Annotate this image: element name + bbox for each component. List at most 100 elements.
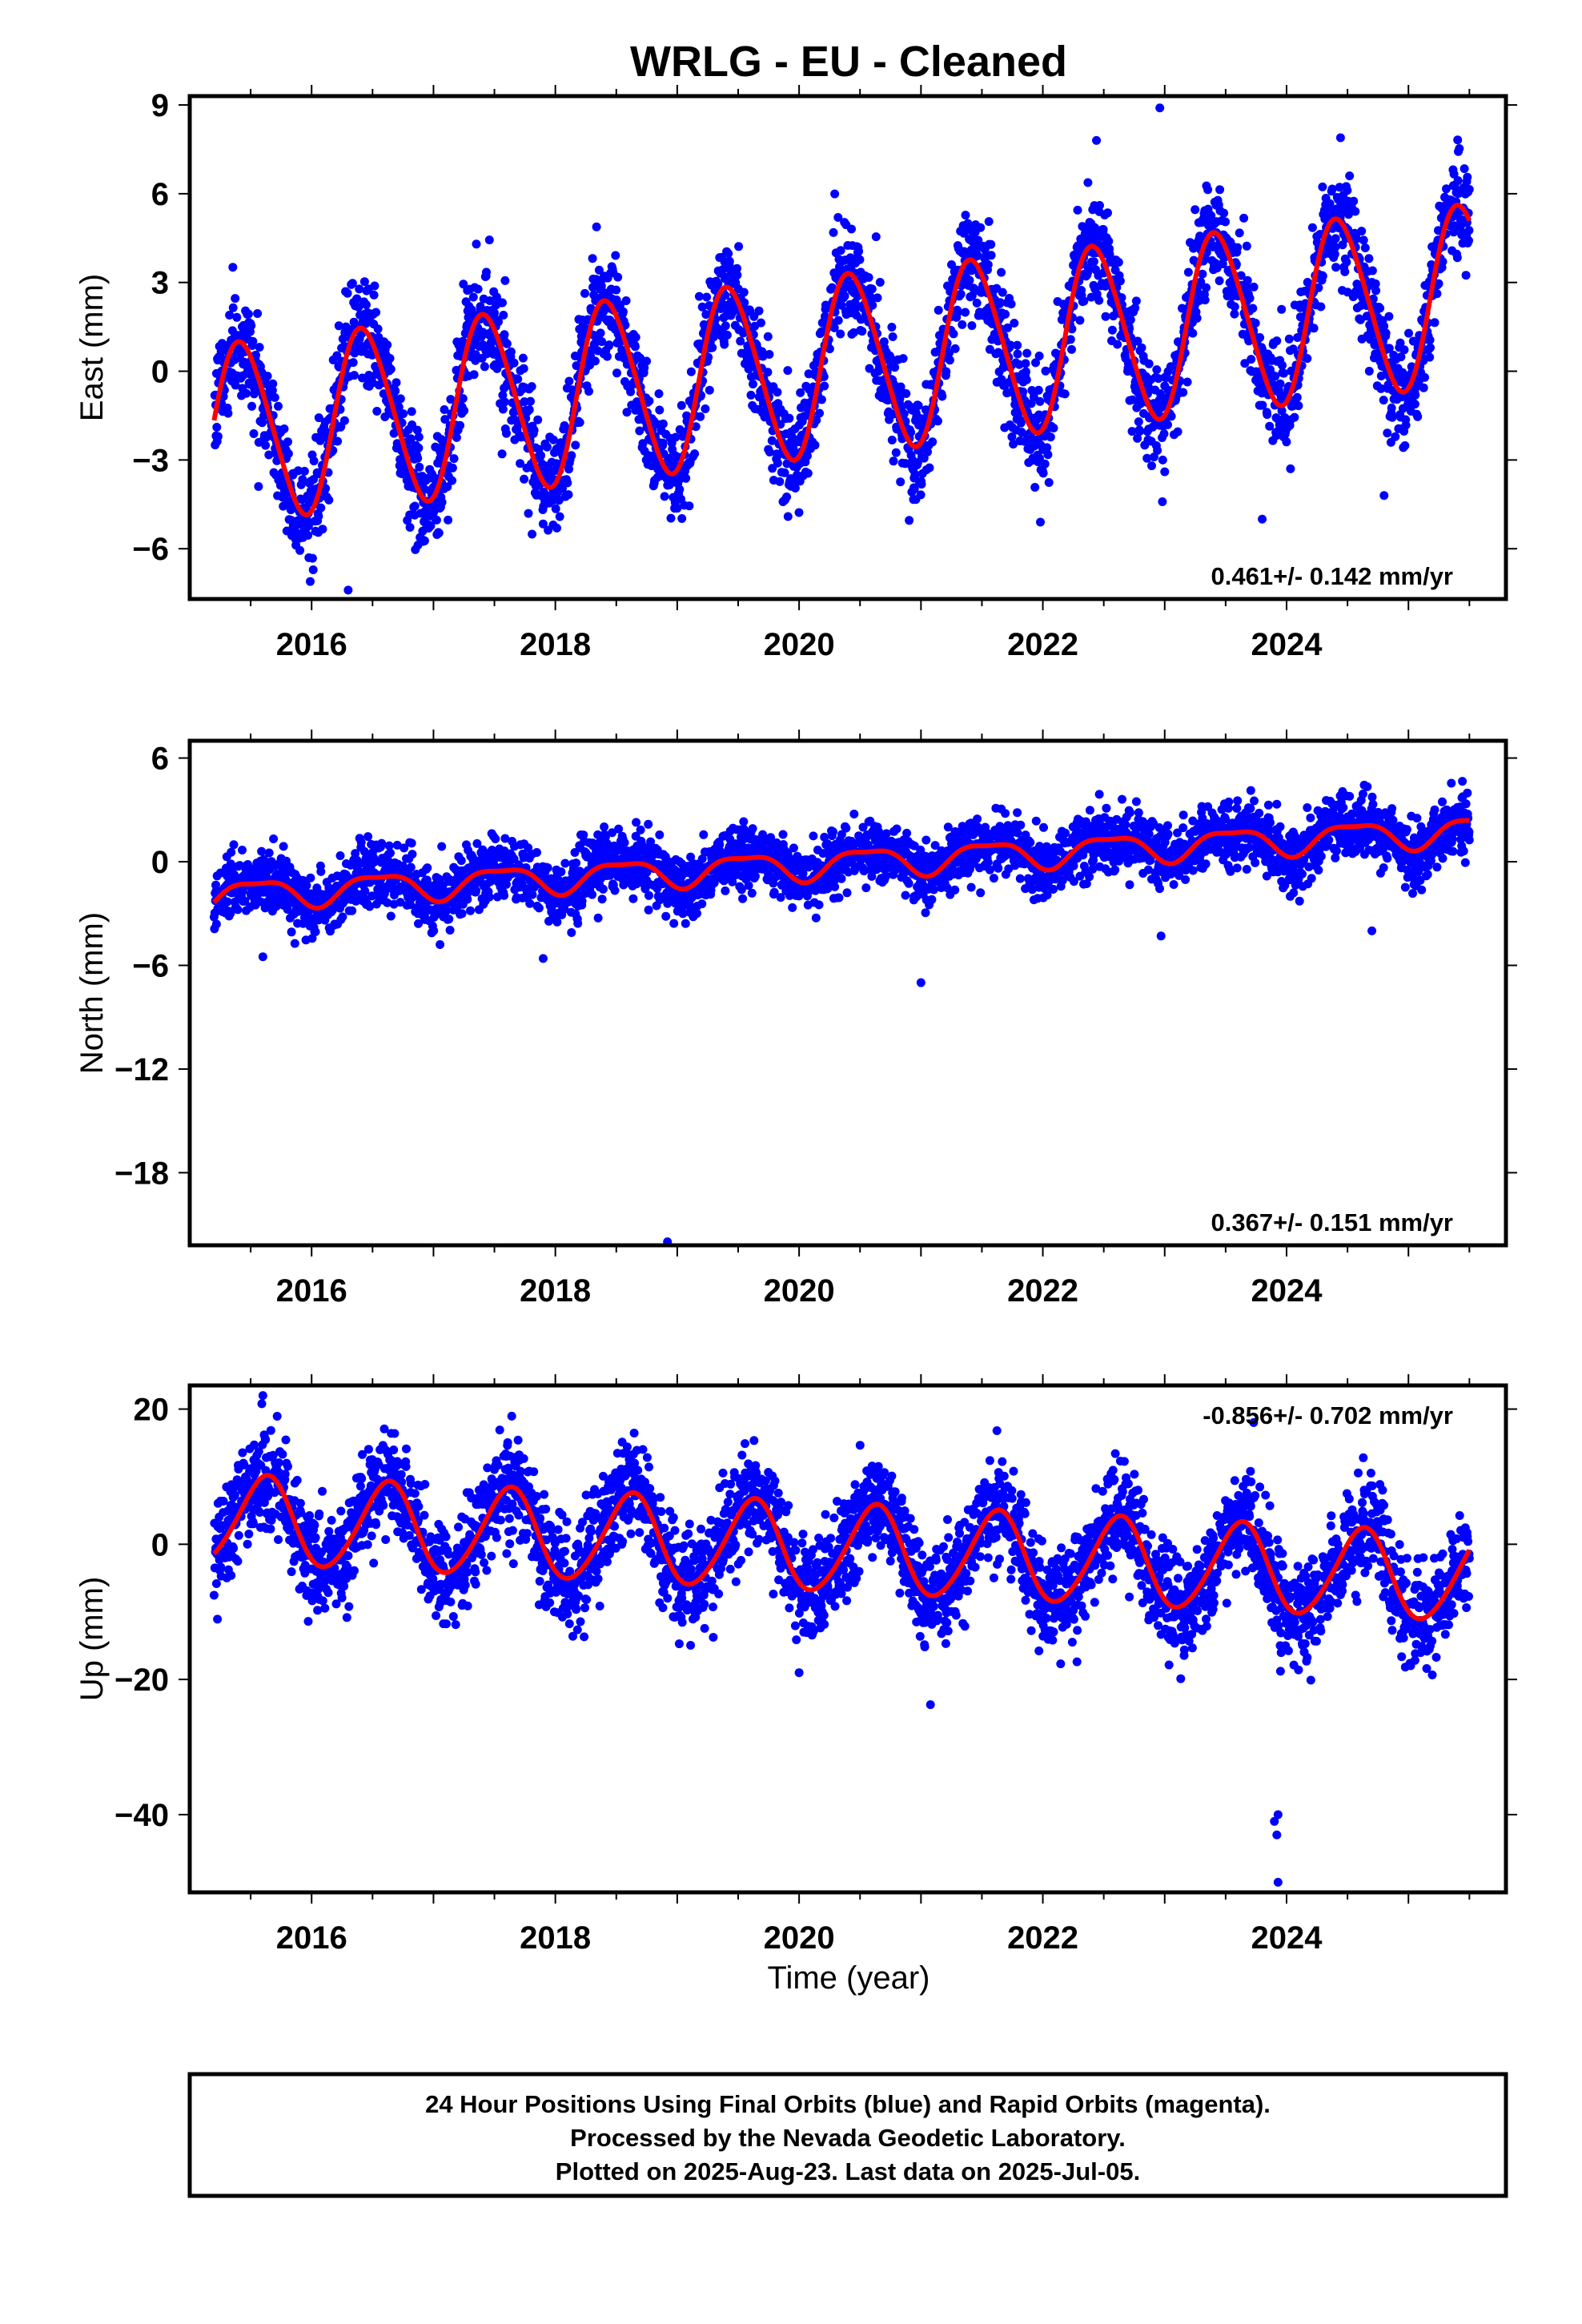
data-point xyxy=(1013,340,1022,350)
data-point xyxy=(705,301,714,311)
data-point xyxy=(888,332,897,341)
data-point xyxy=(590,356,600,366)
data-point xyxy=(666,513,676,523)
data-point xyxy=(432,515,441,525)
data-point xyxy=(309,475,319,485)
data-point xyxy=(359,277,369,287)
data-point xyxy=(538,519,548,529)
data-point xyxy=(1001,309,1010,319)
data-point xyxy=(290,939,299,948)
data-point xyxy=(458,394,468,404)
data-point xyxy=(274,401,283,411)
data-point xyxy=(444,915,454,924)
data-point xyxy=(391,386,400,396)
data-point xyxy=(360,887,370,896)
data-point xyxy=(497,449,507,459)
data-point xyxy=(287,927,296,937)
data-point xyxy=(1189,243,1199,253)
data-point xyxy=(1173,427,1182,436)
data-point xyxy=(1438,257,1447,267)
data-point xyxy=(1453,135,1463,145)
data-point xyxy=(371,308,381,317)
data-point xyxy=(686,367,696,376)
data-point xyxy=(253,309,263,318)
data-point xyxy=(1030,483,1040,492)
data-point xyxy=(460,406,469,416)
data-point xyxy=(365,902,375,911)
data-point xyxy=(318,525,327,534)
data-point xyxy=(673,504,682,513)
x-tick-label: 2022 xyxy=(1007,627,1078,662)
data-point xyxy=(335,851,345,860)
data-point xyxy=(558,484,567,493)
data-point xyxy=(833,316,843,325)
data-point xyxy=(563,478,572,488)
data-point xyxy=(569,873,579,883)
data-point xyxy=(847,224,856,234)
data-point xyxy=(316,866,326,876)
data-point xyxy=(898,354,908,364)
data-point xyxy=(972,298,982,308)
data-point xyxy=(385,354,395,363)
data-point xyxy=(1279,368,1289,378)
data-point xyxy=(1371,286,1381,296)
data-point xyxy=(596,281,606,291)
figure-title: WRLG - EU - Cleaned xyxy=(630,38,1067,86)
data-point xyxy=(1230,302,1239,312)
data-point xyxy=(242,388,251,398)
data-point xyxy=(339,416,349,425)
data-point xyxy=(610,886,620,895)
data-point xyxy=(986,251,996,260)
data-point xyxy=(294,466,303,476)
data-point xyxy=(1349,196,1359,206)
data-point xyxy=(498,404,508,414)
data-point xyxy=(628,894,638,903)
data-point xyxy=(1318,271,1327,281)
data-point xyxy=(997,267,1006,277)
data-point xyxy=(1135,427,1144,436)
data-point xyxy=(704,352,713,362)
data-point xyxy=(671,432,681,442)
data-point xyxy=(1381,328,1391,338)
data-point xyxy=(333,436,343,446)
data-point xyxy=(410,501,420,511)
data-point xyxy=(1343,186,1352,195)
data-point xyxy=(264,848,274,858)
data-point xyxy=(270,392,279,402)
data-point xyxy=(1035,396,1045,406)
data-point xyxy=(1127,427,1137,436)
data-point xyxy=(681,919,690,928)
data-point xyxy=(1089,257,1098,267)
data-point xyxy=(632,818,641,827)
data-point xyxy=(231,380,240,390)
data-point xyxy=(309,456,319,466)
data-point xyxy=(314,512,323,521)
data-point xyxy=(950,344,960,353)
data-point xyxy=(490,308,499,318)
data-point xyxy=(1010,319,1019,328)
data-point xyxy=(347,906,357,915)
data-point xyxy=(532,848,541,857)
data-point xyxy=(963,219,973,228)
data-point xyxy=(500,397,509,407)
data-point xyxy=(739,287,749,297)
data-point xyxy=(1425,336,1435,344)
data-point xyxy=(408,850,417,859)
data-point xyxy=(471,350,480,360)
data-point xyxy=(765,350,774,359)
data-point xyxy=(775,476,785,486)
data-point xyxy=(415,462,424,472)
data-point xyxy=(480,362,489,372)
data-point xyxy=(1293,333,1303,342)
data-point xyxy=(612,368,621,378)
data-point xyxy=(1215,185,1225,195)
data-point xyxy=(675,485,685,494)
data-point xyxy=(383,340,392,350)
data-point xyxy=(506,347,516,356)
data-point xyxy=(1007,432,1017,441)
data-point xyxy=(426,521,436,531)
data-point xyxy=(655,405,665,415)
data-point xyxy=(238,846,247,854)
data-point xyxy=(232,312,242,322)
